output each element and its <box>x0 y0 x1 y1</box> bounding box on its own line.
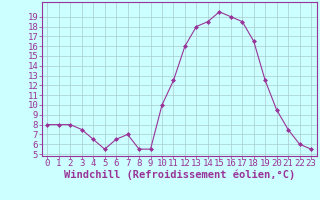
X-axis label: Windchill (Refroidissement éolien,°C): Windchill (Refroidissement éolien,°C) <box>64 170 295 180</box>
